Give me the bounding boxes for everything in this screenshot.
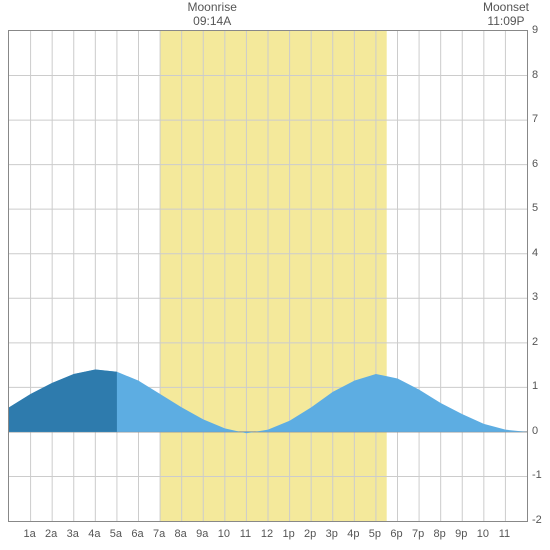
y-tick-label: 0 <box>532 425 550 437</box>
x-tick-label: 7a <box>153 528 165 540</box>
moonset-title: Moonset <box>483 0 529 14</box>
x-tick-label: 4a <box>88 528 100 540</box>
y-tick-label: 6 <box>532 158 550 170</box>
x-tick-label: 10 <box>477 528 489 540</box>
x-tick-label: 2a <box>45 528 57 540</box>
y-tick-label: 1 <box>532 380 550 392</box>
x-tick-label: 1a <box>23 528 35 540</box>
x-tick-label: 5a <box>110 528 122 540</box>
y-tick-label: 5 <box>532 202 550 214</box>
tide-chart: Moonrise 09:14A Moonset 11:09P 1a 2a 3a 4a 5… <box>0 0 550 550</box>
y-tick-label: -2 <box>532 514 550 526</box>
y-tick-label: 7 <box>532 113 550 125</box>
x-tick-label: 9a <box>196 528 208 540</box>
x-tick-label: 11 <box>499 528 510 540</box>
x-tick-label: 12 <box>261 528 273 540</box>
x-tick-label: 4p <box>347 528 359 540</box>
x-tick-label: 1p <box>282 528 294 540</box>
x-tick-label: 11 <box>240 528 251 540</box>
plot-svg <box>9 31 527 521</box>
moonset-label: Moonset 11:09P <box>476 0 536 29</box>
y-tick-label: 3 <box>532 291 550 303</box>
moonset-time: 11:09P <box>476 14 536 28</box>
x-tick-label: 7p <box>412 528 424 540</box>
y-tick-label: 9 <box>532 24 550 36</box>
x-tick-label: 9p <box>455 528 467 540</box>
y-tick-label: 8 <box>532 69 550 81</box>
y-tick-label: 4 <box>532 247 550 259</box>
x-tick-label: 3p <box>326 528 338 540</box>
x-tick-label: 8p <box>434 528 446 540</box>
y-tick-label: -1 <box>532 469 550 481</box>
x-tick-label: 5p <box>369 528 381 540</box>
x-tick-label: 3a <box>67 528 79 540</box>
moonrise-time: 09:14A <box>182 14 242 28</box>
x-tick-label: 8a <box>175 528 187 540</box>
x-tick-label: 6p <box>390 528 402 540</box>
y-tick-label: 2 <box>532 336 550 348</box>
moonrise-title: Moonrise <box>188 0 237 14</box>
x-tick-label: 2p <box>304 528 316 540</box>
x-tick-label: 10 <box>218 528 230 540</box>
x-tick-label: 6a <box>131 528 143 540</box>
moonrise-label: Moonrise 09:14A <box>182 0 242 29</box>
plot-area <box>8 30 528 522</box>
